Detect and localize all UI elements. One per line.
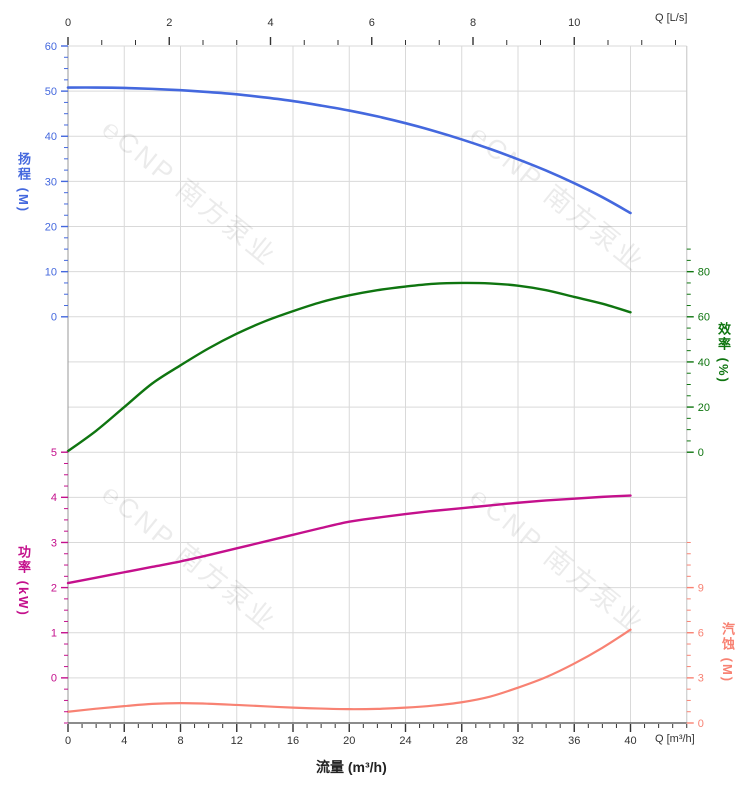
x-axis-top: 0 2 4 6 8 10 [65, 17, 676, 45]
efficiency-curve [66, 281, 632, 453]
x-bottom-tick-label: 28 [456, 735, 468, 747]
head-curve [66, 86, 632, 215]
y-axis-efficiency: 80 60 40 20 0 [686, 248, 710, 459]
y-tick-label-npsh: 9 [698, 582, 704, 594]
y-tick-label-head: 50 [45, 86, 57, 98]
y-axis-npsh: 9 6 3 0 [686, 541, 704, 730]
x-top-tick-label: 6 [369, 17, 375, 29]
bottom-axis-unit: Q [m³/h] [655, 733, 695, 745]
y-tick-label-head: 40 [45, 131, 57, 143]
spines [67, 46, 688, 724]
y-tick-label-head: 20 [45, 221, 57, 233]
y-tick-label-efficiency: 20 [698, 402, 710, 414]
x-bottom-tick-label: 32 [512, 735, 524, 747]
y-tick-label-efficiency: 60 [698, 312, 710, 324]
y-axis-title-head: 扬程 (M) [16, 152, 31, 214]
y-tick-label-power: 0 [51, 673, 57, 685]
npsh-curve [66, 628, 632, 713]
y-axis-power: 5 4 3 2 1 0 [51, 447, 68, 724]
y-axis-head: 60 50 40 30 20 10 0 [45, 41, 68, 324]
x-bottom-tick-label: 0 [65, 735, 71, 747]
x-axis-bottom: 0 4 8 12 16 20 24 28 32 36 40 [65, 724, 688, 747]
x-bottom-tick-label: 8 [177, 735, 183, 747]
power-curve [66, 494, 632, 585]
watermark-text: ℮CNP 南方泵业 [464, 119, 650, 278]
y-axis-title-efficiency: 效率 (%) [716, 322, 731, 384]
x-bottom-tick-label: 16 [287, 735, 299, 747]
y-tick-label-power: 1 [51, 628, 57, 640]
x-bottom-tick-label: 40 [624, 735, 636, 747]
y-axis-title-power: 功率 (kW) [16, 545, 31, 617]
x-bottom-tick-label: 12 [231, 735, 243, 747]
y-tick-label-power: 5 [51, 447, 57, 459]
x-top-tick-label: 8 [470, 17, 476, 29]
y-tick-label-efficiency: 40 [698, 357, 710, 369]
y-tick-label-head: 10 [45, 267, 57, 279]
y-tick-label-efficiency: 80 [698, 267, 710, 279]
x-axis-title: 流量 (m³/h) [316, 759, 387, 775]
y-tick-label-head: 0 [51, 312, 57, 324]
y-tick-label-npsh: 0 [698, 718, 704, 730]
x-bottom-tick-label: 24 [399, 735, 411, 747]
y-tick-label-npsh: 6 [698, 628, 704, 640]
top-axis-unit: Q [L/s] [655, 12, 688, 24]
y-tick-label-head: 30 [45, 176, 57, 188]
x-top-tick-label: 10 [568, 17, 580, 29]
x-top-tick-label: 2 [166, 17, 172, 29]
x-bottom-tick-label: 36 [568, 735, 580, 747]
y-tick-label-power: 4 [51, 492, 57, 504]
y-tick-label-npsh: 3 [698, 673, 704, 685]
x-bottom-tick-label: 4 [121, 735, 127, 747]
x-bottom-tick-label: 20 [343, 735, 355, 747]
y-tick-label-power: 3 [51, 537, 57, 549]
gridlines [68, 45, 688, 723]
y-tick-label-head: 60 [45, 41, 57, 53]
x-top-tick-label: 4 [267, 17, 273, 29]
y-tick-label-efficiency: 0 [698, 447, 704, 459]
x-top-tick-label: 0 [65, 17, 71, 29]
y-axis-title-npsh: 汽蚀 (M) [720, 622, 735, 684]
y-tick-label-power: 2 [51, 582, 57, 594]
